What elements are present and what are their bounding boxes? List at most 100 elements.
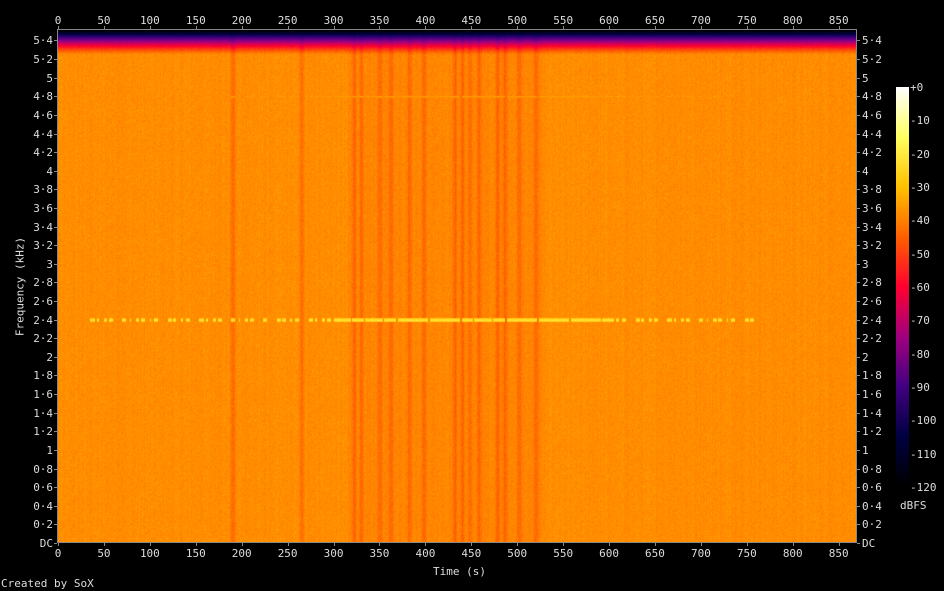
x-tick-label-bottom: 300 (323, 547, 344, 560)
y-tick-mark (54, 375, 57, 377)
y-tick-label-right: 4 (862, 164, 869, 178)
x-tick-mark (563, 543, 565, 546)
y-tick-mark (54, 449, 57, 451)
y-tick-label-left: 2·6 (33, 295, 54, 309)
y-tick-mark (54, 543, 57, 544)
x-tick-mark (471, 543, 473, 546)
x-tick-label-top: 550 (553, 14, 574, 27)
y-tick-label-left: 4·6 (33, 108, 54, 122)
x-tick-label-bottom: 850 (828, 547, 849, 560)
y-tick-label-left: 3·2 (33, 239, 54, 253)
y-tick-label-right: 0·6 (862, 481, 882, 495)
y-tick-label-left: 2·8 (33, 276, 54, 290)
x-tick-mark (425, 26, 427, 29)
y-tick-label-left: 1·2 (33, 425, 54, 439)
y-tick-label-right: 1·6 (862, 388, 882, 402)
spectrogram-heatmap (58, 30, 857, 543)
y-tick-mark (54, 263, 57, 265)
x-tick-label-top: 250 (277, 14, 298, 27)
y-tick-label-right: 3·8 (862, 183, 882, 197)
y-tick-mark (54, 245, 57, 247)
y-tick-label-left: 1·8 (33, 369, 54, 383)
y-tick-label-right: 3 (862, 257, 869, 271)
x-tick-label-top: 0 (54, 14, 62, 27)
y-tick-mark (54, 59, 57, 61)
colorbar-tick-label: -100 (910, 414, 937, 428)
y-tick-label-left: 4·2 (33, 146, 54, 160)
x-tick-label-top: 450 (461, 14, 482, 27)
x-axis-label: Time (s) (433, 565, 486, 578)
y-tick-mark (54, 152, 57, 154)
y-tick-mark (857, 543, 860, 544)
y-tick-label-left: 5·4 (33, 34, 54, 48)
y-tick-label-left: 4 (46, 164, 54, 178)
x-tick-mark (103, 543, 105, 546)
y-tick-mark (54, 338, 57, 340)
x-tick-label-top: 850 (828, 14, 849, 27)
y-tick-label-right: 3·2 (862, 239, 882, 253)
x-tick-label-top: 700 (690, 14, 711, 27)
y-tick-label-right: 5·2 (862, 53, 882, 67)
y-tick-mark (54, 524, 57, 526)
y-tick-label-right: 2·8 (862, 276, 882, 290)
colorbar-tick-label: -60 (910, 281, 930, 294)
y-tick-label-left: 2·4 (33, 313, 54, 327)
y-tick-mark (54, 356, 57, 358)
y-tick-mark (54, 114, 57, 116)
y-tick-label-left: 3·8 (33, 183, 54, 197)
y-tick-mark (857, 282, 860, 284)
y-tick-label-left: 1·6 (33, 388, 54, 402)
x-tick-label-bottom: 100 (139, 547, 160, 560)
y-tick-mark (54, 394, 57, 396)
x-tick-label-bottom: 800 (782, 547, 803, 560)
x-tick-mark (746, 543, 748, 546)
y-tick-mark (857, 114, 860, 116)
y-tick-label-right: 1·4 (862, 406, 882, 420)
y-tick-mark (54, 301, 57, 303)
x-tick-mark (195, 543, 197, 546)
x-tick-mark (333, 543, 335, 546)
x-tick-label-top: 500 (507, 14, 528, 27)
y-tick-mark (857, 356, 860, 358)
x-tick-label-bottom: 450 (461, 547, 482, 560)
colorbar-tick-label: -40 (910, 214, 930, 228)
y-tick-label-left: 0·8 (33, 462, 54, 476)
y-tick-label-right: 1·8 (862, 369, 882, 383)
y-tick-mark (54, 133, 57, 135)
x-tick-label-top: 400 (415, 14, 436, 27)
y-tick-label-right: 0·2 (862, 518, 882, 532)
x-tick-label-top: 50 (97, 14, 111, 27)
y-tick-mark (857, 59, 860, 61)
x-tick-label-bottom: 0 (54, 547, 62, 560)
y-tick-label-right: 1·2 (862, 425, 882, 439)
y-tick-label-right: 0·8 (862, 462, 882, 476)
y-tick-mark (857, 412, 860, 414)
x-tick-label-top: 750 (736, 14, 757, 27)
x-tick-mark (149, 543, 151, 546)
y-tick-label-right: 5 (862, 71, 869, 85)
x-tick-mark (379, 543, 381, 546)
x-tick-mark (792, 26, 794, 29)
x-tick-mark (287, 26, 289, 29)
y-tick-label-left: 5 (46, 71, 54, 85)
x-tick-label-top: 200 (231, 14, 252, 27)
y-tick-label-right: 0·4 (862, 499, 882, 513)
y-tick-mark (54, 207, 57, 209)
x-tick-label-top: 150 (185, 14, 206, 27)
y-tick-label-left: 4·4 (33, 127, 54, 141)
colorbar-tick-label: -90 (910, 381, 930, 394)
y-tick-label-left: 3·6 (33, 201, 54, 215)
x-tick-mark (654, 543, 656, 546)
y-tick-mark (54, 77, 57, 79)
x-tick-label-bottom: 500 (507, 547, 528, 560)
y-tick-mark (857, 338, 860, 340)
y-tick-mark (857, 207, 860, 209)
y-tick-label-right: 1 (862, 443, 869, 457)
y-tick-label-left: 0·2 (33, 518, 54, 532)
y-tick-label-left: 2 (46, 350, 54, 364)
y-tick-label-left: 5·2 (33, 53, 54, 67)
colorbar-tick-label: -10 (910, 114, 930, 128)
x-tick-label-bottom: 350 (369, 547, 390, 560)
x-tick-label-bottom: 700 (690, 547, 711, 560)
x-tick-mark (517, 26, 519, 29)
